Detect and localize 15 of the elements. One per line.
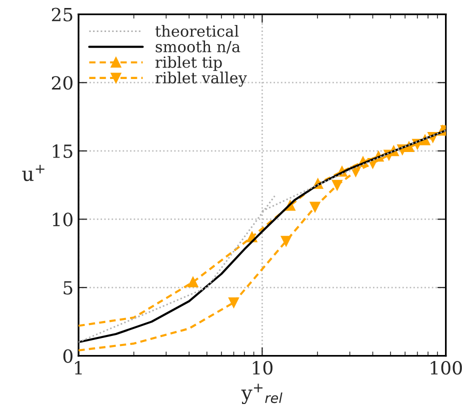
legend-label: smooth n/a [156, 40, 240, 54]
y-tick-label: 20 [52, 76, 72, 90]
legend-label: theoretical [155, 25, 239, 37]
y-axis-title: u$^{+}$ [22, 164, 44, 182]
x-tick-label: 10 [252, 361, 272, 375]
x-tick-label: 100 [430, 361, 462, 375]
legend-label: riblet tip [155, 56, 222, 71]
x-axis-title: y$^{+}$$_{rel}$ [241, 384, 282, 404]
legend-label: riblet valley [155, 72, 247, 87]
x-tick-label: 1 [75, 361, 82, 374]
y-tick-label: 15 [52, 144, 72, 158]
y-tick-label: 10 [52, 212, 72, 226]
y-tick-label: 25 [52, 8, 72, 22]
y-tick-label: 5 [64, 281, 72, 295]
y-tick-label: 0 [63, 349, 72, 363]
